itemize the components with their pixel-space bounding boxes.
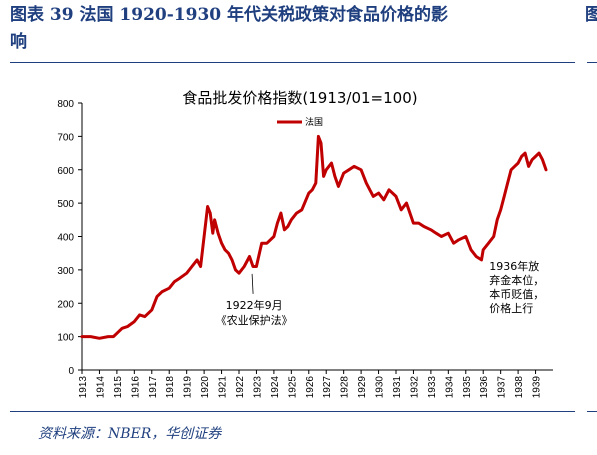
figure-title-line2: 响: [10, 32, 27, 52]
x-tick-label: 1926: [305, 376, 316, 399]
annotation-pointer: [251, 273, 254, 294]
y-tick-label: 700: [57, 132, 74, 143]
y-tick-label: 200: [57, 299, 74, 310]
y-tick-label: 100: [57, 333, 74, 344]
chart-legend: 法国: [277, 116, 323, 128]
x-tick-label: 1920: [200, 376, 211, 399]
x-tick-label: 1924: [270, 376, 281, 399]
annotation-text: 1922年9月: [226, 298, 283, 312]
y-tick-label: 600: [57, 166, 74, 177]
figure-title-line1: 图表 39 法国 1920-1930 年代关税政策对食品价格的影: [10, 5, 449, 25]
x-tick-label: 1925: [287, 376, 298, 399]
bottom-rule-adjacent: [587, 411, 597, 412]
x-tick-label: 1937: [497, 376, 508, 399]
series-line-france: [80, 134, 548, 340]
x-tick-label: 1933: [427, 376, 438, 399]
x-tick-label: 1927: [322, 376, 333, 399]
x-tick-label: 1938: [514, 376, 525, 399]
x-tick-label: 1914: [95, 376, 106, 399]
annotation-text: 1936年放: [489, 259, 539, 273]
y-tick-label: 300: [57, 266, 74, 277]
chart-axes: 0 100 200 300 400 500 600 700 800 1913 1914 1915 191…: [57, 99, 553, 398]
x-tick-label: 1919: [183, 376, 194, 399]
y-tick-label: 400: [57, 233, 74, 244]
annotation-text: 本币贬值，: [489, 287, 544, 301]
figure-title: 图表 39 法国 1920-1930 年代关税政策对食品价格的影 响: [10, 2, 570, 56]
y-tick-label: 500: [57, 199, 74, 210]
top-rule: [10, 62, 575, 63]
annotation-1922: 1922年9月《农业保护法》: [216, 273, 293, 327]
top-rule-adjacent: [587, 62, 597, 63]
x-tick-label: 1917: [148, 376, 159, 399]
x-tick-label: 1922: [235, 376, 246, 399]
x-tick-label: 1921: [218, 376, 229, 399]
annotation-text: 《农业保护法》: [216, 313, 293, 327]
x-tick-label: 1929: [357, 376, 368, 399]
x-tick-label: 1913: [78, 376, 89, 399]
annotation-text: 弃金本位，: [489, 273, 544, 287]
chart-title: 食品批发价格指数(1913/01=100): [182, 89, 417, 107]
x-tick-label: 1918: [165, 376, 176, 399]
x-tick-label: 1928: [340, 376, 351, 399]
source-note: 资料来源：NBER，华创证券: [38, 426, 222, 442]
x-tick-label: 1930: [375, 376, 386, 399]
chart-series: [80, 134, 548, 340]
x-tick-label: 1915: [113, 376, 124, 399]
x-tick-label: 1931: [392, 376, 403, 399]
x-tick-label: 1923: [252, 376, 263, 399]
adjacent-figure-title-fragment: 图: [585, 5, 597, 25]
x-tick-label: 1932: [409, 376, 420, 399]
annotation-text: 价格上行: [489, 301, 533, 315]
x-tick-label: 1939: [532, 376, 543, 399]
x-tick-label: 1936: [479, 376, 490, 399]
bottom-rule: [10, 411, 575, 412]
y-tick-label: 800: [57, 99, 74, 110]
legend-label: 法国: [305, 116, 323, 128]
x-tick-label: 1934: [444, 376, 455, 399]
x-tick-label: 1935: [462, 376, 473, 399]
y-tick-label: 0: [68, 366, 74, 377]
x-tick-label: 1916: [130, 376, 141, 399]
